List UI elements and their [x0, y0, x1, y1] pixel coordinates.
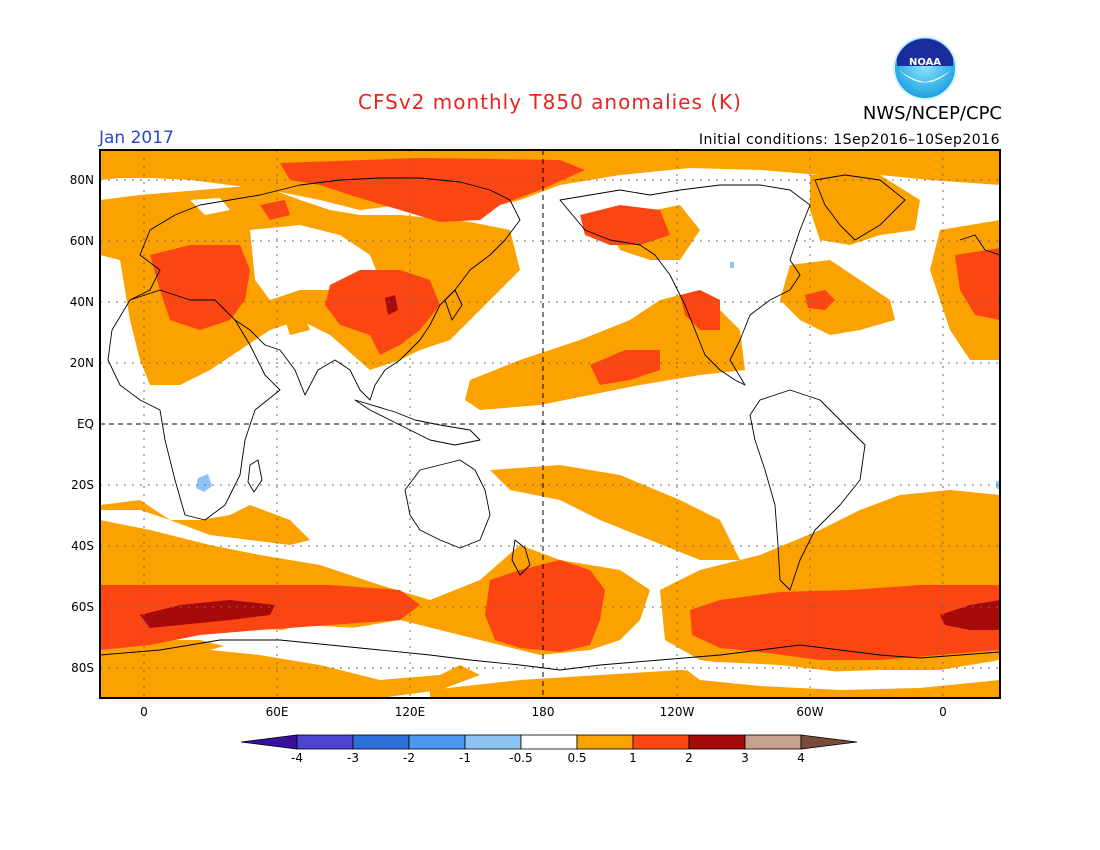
colorbar-level-label: -3	[347, 751, 359, 765]
colorbar-level-label: 4	[797, 751, 805, 765]
lon-label: 60W	[796, 705, 823, 719]
colorbar-swatch	[744, 734, 802, 750]
colorbar-swatch	[800, 734, 858, 750]
noaa-logo-text: NOAA	[909, 57, 941, 68]
colorbar-level-label: 1	[629, 751, 637, 765]
anomaly-1-2-regions	[100, 158, 1000, 660]
colorbar-level-label: -2	[403, 751, 415, 765]
colorbar-swatch	[408, 734, 466, 750]
africa-coast	[107, 289, 281, 521]
colorbar-swatch	[352, 734, 410, 750]
greenland-coast	[814, 174, 906, 241]
south-america-coast	[749, 389, 866, 591]
map-title: CFSv2 monthly T850 anomalies (K)	[358, 90, 742, 114]
lat-label: 80S	[71, 661, 94, 675]
colorbar-level-label: 2	[685, 751, 693, 765]
forecast-month: Jan 2017	[99, 128, 174, 148]
colorbar-swatch	[240, 734, 298, 750]
initial-conditions: Initial conditions: 1Sep2016–10Sep2016	[698, 132, 1000, 148]
lon-label: 120W	[660, 705, 695, 719]
lat-label: 60S	[71, 600, 94, 614]
japan-coast	[444, 289, 463, 321]
lon-label: 60E	[266, 705, 289, 719]
lon-label: 0	[140, 705, 148, 719]
colorbar-level-label: -4	[291, 751, 303, 765]
colorbar-swatch	[520, 734, 578, 750]
lat-label: 60N	[70, 234, 94, 248]
lat-label: 40S	[71, 539, 94, 553]
lat-label: EQ	[77, 417, 94, 431]
antarctica-coast	[100, 639, 1000, 671]
new-zealand-coast	[511, 539, 531, 576]
longitude-axis: 0 60E 120E 180 120W 60W 0	[140, 705, 947, 719]
europe-east-coast	[959, 234, 1000, 256]
colorbar-swatch	[576, 734, 634, 750]
anomaly-field	[100, 150, 1000, 698]
indonesia-coast	[354, 399, 481, 446]
agency-label: NWS/NCEP/CPC	[862, 103, 1002, 124]
colorbar-swatch	[464, 734, 522, 750]
lat-label: 20S	[71, 478, 94, 492]
colorbar-swatch	[632, 734, 690, 750]
map-frame	[99, 149, 1001, 699]
colorbar-swatch	[296, 734, 354, 750]
latitude-axis: 80N 60N 40N 20N EQ 20S 40S 60S 80S	[70, 173, 94, 675]
lat-label: 40N	[70, 295, 94, 309]
colorbar-level-label: 0.5	[567, 751, 586, 765]
colorbar-swatch	[688, 734, 746, 750]
lat-label: 80N	[70, 173, 94, 187]
colorbar-level-label: -1	[459, 751, 471, 765]
colorbar: -4 -3 -2 -1 -0.5 0.5 1 2 3 4	[240, 734, 858, 765]
eurasia-coast	[129, 177, 521, 401]
colorbar-level-label: 3	[741, 751, 749, 765]
lat-label: 20N	[70, 356, 94, 370]
australia-coast	[404, 459, 491, 549]
coastlines	[100, 174, 1000, 671]
lon-label: 0	[939, 705, 947, 719]
north-america-coast	[559, 184, 811, 386]
noaa-logo: NOAA	[893, 36, 957, 100]
lon-label: 120E	[395, 705, 426, 719]
lon-label: 180	[532, 705, 555, 719]
madagascar-coast	[247, 459, 263, 493]
reference-lines	[100, 150, 1000, 698]
colorbar-level-label: -0.5	[509, 751, 532, 765]
